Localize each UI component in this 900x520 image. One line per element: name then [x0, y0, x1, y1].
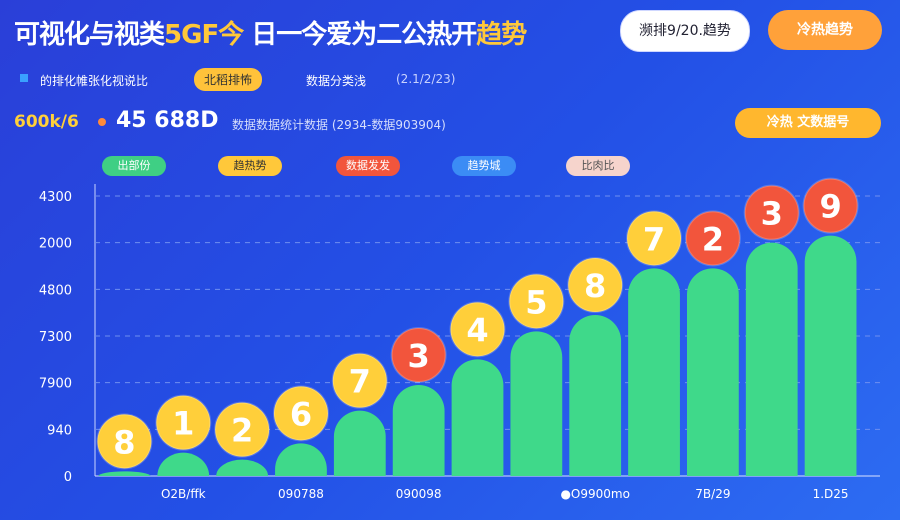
badge-number: 8 — [584, 267, 606, 305]
filter-pill[interactable]: 趋热势 — [218, 156, 282, 176]
badge — [214, 401, 271, 458]
title-part: 日一今爱为二公热开 — [243, 20, 477, 50]
x-tick-label: 1.D25 — [813, 487, 849, 501]
y-axis-label: 4300 — [39, 190, 72, 205]
bar — [628, 268, 680, 476]
x-tick-label: 090098 — [396, 487, 442, 501]
badge-number: 2 — [231, 412, 253, 450]
badge-number: 7 — [349, 363, 371, 401]
legend-text: 数据分类浅 — [306, 74, 367, 88]
bar — [216, 459, 269, 476]
badge — [743, 184, 800, 241]
title-part: 趋势 — [476, 20, 527, 50]
title-part: 5GF今 — [164, 20, 244, 50]
bar — [804, 235, 857, 476]
badge — [390, 327, 447, 383]
y-axis-label: 4800 — [39, 283, 72, 298]
title: 可视化与视类5GF今 日一今爱为二公热开趋势 — [14, 14, 527, 51]
filter-pill[interactable]: 数据发发 — [336, 156, 400, 176]
filter-pill[interactable]: 出部份 — [102, 156, 166, 176]
badge-number: 2 — [702, 220, 724, 258]
bar — [392, 385, 445, 476]
badge — [567, 257, 624, 313]
y-axis-label: 0 — [64, 470, 72, 485]
badge-number: 3 — [408, 337, 430, 375]
badge-number: 7 — [643, 220, 665, 258]
badge-number: 8 — [113, 423, 135, 461]
badge — [155, 394, 212, 451]
legend-swatch — [20, 74, 28, 82]
badge — [684, 210, 741, 267]
stat: 600k/6 — [14, 112, 79, 132]
badge — [331, 352, 388, 409]
badge-number: 1 — [172, 405, 194, 443]
x-tick-label: ●O9900mo — [560, 487, 630, 501]
bar — [333, 410, 386, 476]
legend-text: (2.1/2/23) — [396, 72, 456, 86]
badge — [802, 177, 859, 234]
badge-number: 9 — [819, 188, 841, 226]
title-part: 可视化与视类 — [14, 20, 165, 50]
bar — [451, 359, 504, 476]
x-tick-label: 090788 — [278, 487, 324, 501]
badge-number: 5 — [525, 283, 547, 321]
bar — [510, 331, 563, 476]
bar — [98, 471, 151, 476]
filter-pill[interactable]: 比肉比 — [566, 156, 630, 176]
bar — [686, 268, 739, 476]
legend-text: 的排化帷张化视说比 — [40, 74, 149, 88]
bar — [569, 315, 622, 476]
legend-badge[interactable]: 北稻排怖 — [194, 68, 263, 91]
badge — [272, 385, 329, 442]
button[interactable]: 冷热趋势 — [768, 10, 882, 50]
stat-note: 数据数据统计数据 (2934-数据903904) — [232, 118, 446, 132]
badge-number: 6 — [290, 395, 312, 433]
badge — [508, 273, 565, 330]
bar — [745, 242, 798, 476]
badge-number: 4 — [466, 311, 488, 349]
badge — [626, 210, 683, 267]
bar — [275, 443, 327, 476]
y-axis-label: 940 — [47, 423, 72, 438]
badge — [449, 301, 506, 358]
y-axis-label: 2000 — [39, 237, 72, 252]
stat-main: 45 688D — [116, 108, 219, 133]
y-axis-label: 7300 — [39, 330, 72, 345]
bar — [157, 452, 210, 476]
button[interactable]: 冷热 文数据号 — [735, 108, 881, 138]
filter-pill[interactable]: 趋势城 — [452, 156, 516, 176]
x-tick-label: O2B/ffk — [161, 487, 206, 501]
x-tick-label: 7B/29 — [695, 487, 730, 501]
badge — [96, 413, 153, 470]
badge-number: 3 — [761, 195, 783, 233]
y-axis-label: 7900 — [39, 377, 72, 392]
dot — [98, 118, 106, 126]
button[interactable]: 濒排9/20.趋势 — [620, 10, 750, 52]
